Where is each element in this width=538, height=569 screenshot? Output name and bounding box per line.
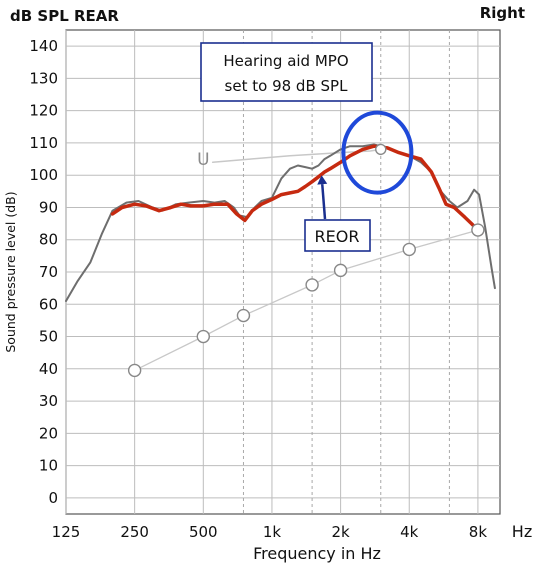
x-tick-label: 250 bbox=[120, 523, 149, 541]
data-point-marker bbox=[471, 223, 485, 237]
x-tick-label: 8k bbox=[469, 523, 488, 541]
y-tick-label: 70 bbox=[39, 263, 58, 281]
y-tick-label: 20 bbox=[39, 424, 58, 442]
mpo-annotation-line-2: set to 98 dB SPL bbox=[225, 77, 349, 95]
mpo-annotation: Hearing aid MPO set to 98 dB SPL bbox=[200, 42, 373, 102]
mpo-annotation-line-1: Hearing aid MPO bbox=[223, 52, 348, 70]
mpo-annotation-box bbox=[200, 42, 373, 102]
x-tick-label: 4k bbox=[400, 523, 419, 541]
x-tick-label: 1k bbox=[263, 523, 282, 541]
x-tick-labels: 125 250 500 1k 2k 4k 8k bbox=[52, 523, 488, 541]
reor-arrow-head bbox=[317, 175, 328, 185]
x-tick-label: 2k bbox=[331, 523, 350, 541]
y-tick-label: 100 bbox=[29, 166, 58, 184]
x-tick-label: 500 bbox=[189, 523, 218, 541]
data-point-marker bbox=[402, 242, 416, 257]
x-axis-label: Frequency in Hz bbox=[253, 544, 381, 563]
data-point-marker bbox=[333, 263, 348, 278]
y-axis-label: Sound pressure level (dB) bbox=[3, 191, 18, 352]
y-tick-label: 30 bbox=[39, 392, 58, 410]
series-line-reor bbox=[110, 144, 484, 236]
y-tick-label: 10 bbox=[39, 457, 58, 475]
data-point-marker bbox=[305, 278, 319, 292]
peak-marker bbox=[375, 143, 387, 156]
grid-lines bbox=[65, 30, 500, 514]
y-tick-label: 120 bbox=[29, 102, 58, 120]
y-tick-label: 60 bbox=[39, 295, 58, 313]
chart-title: dB SPL REAR bbox=[10, 7, 119, 25]
y-tick-label: 140 bbox=[29, 37, 58, 55]
y-tick-label: 50 bbox=[39, 328, 58, 346]
y-tick-label: 80 bbox=[39, 231, 58, 249]
reor-annotation: REOR bbox=[304, 175, 371, 252]
x-axis-unit: Hz bbox=[512, 522, 532, 541]
ear-label: Right bbox=[480, 4, 525, 22]
y-tick-label: 90 bbox=[39, 198, 58, 216]
data-point-marker bbox=[196, 329, 210, 344]
reor-annotation-box bbox=[304, 219, 371, 252]
y-tick-label: 0 bbox=[48, 489, 58, 507]
x-tick-label: 125 bbox=[52, 523, 81, 541]
y-tick-labels: 0 10 20 30 40 50 60 70 80 90 100 110 120 130 140 bbox=[29, 37, 58, 507]
data-point-marker bbox=[127, 363, 142, 378]
uncomfortable-marker: U bbox=[197, 150, 209, 170]
y-tick-label: 110 bbox=[29, 134, 58, 152]
series-line-light_curve bbox=[211, 148, 382, 164]
reor-annotation-label: REOR bbox=[315, 227, 360, 246]
highlight-circle bbox=[341, 110, 414, 195]
marker-layer: U bbox=[127, 143, 485, 378]
y-tick-label: 40 bbox=[39, 360, 58, 378]
y-tick-label: 130 bbox=[29, 69, 58, 87]
data-point-marker bbox=[236, 308, 251, 323]
reor-arrow bbox=[321, 184, 327, 220]
